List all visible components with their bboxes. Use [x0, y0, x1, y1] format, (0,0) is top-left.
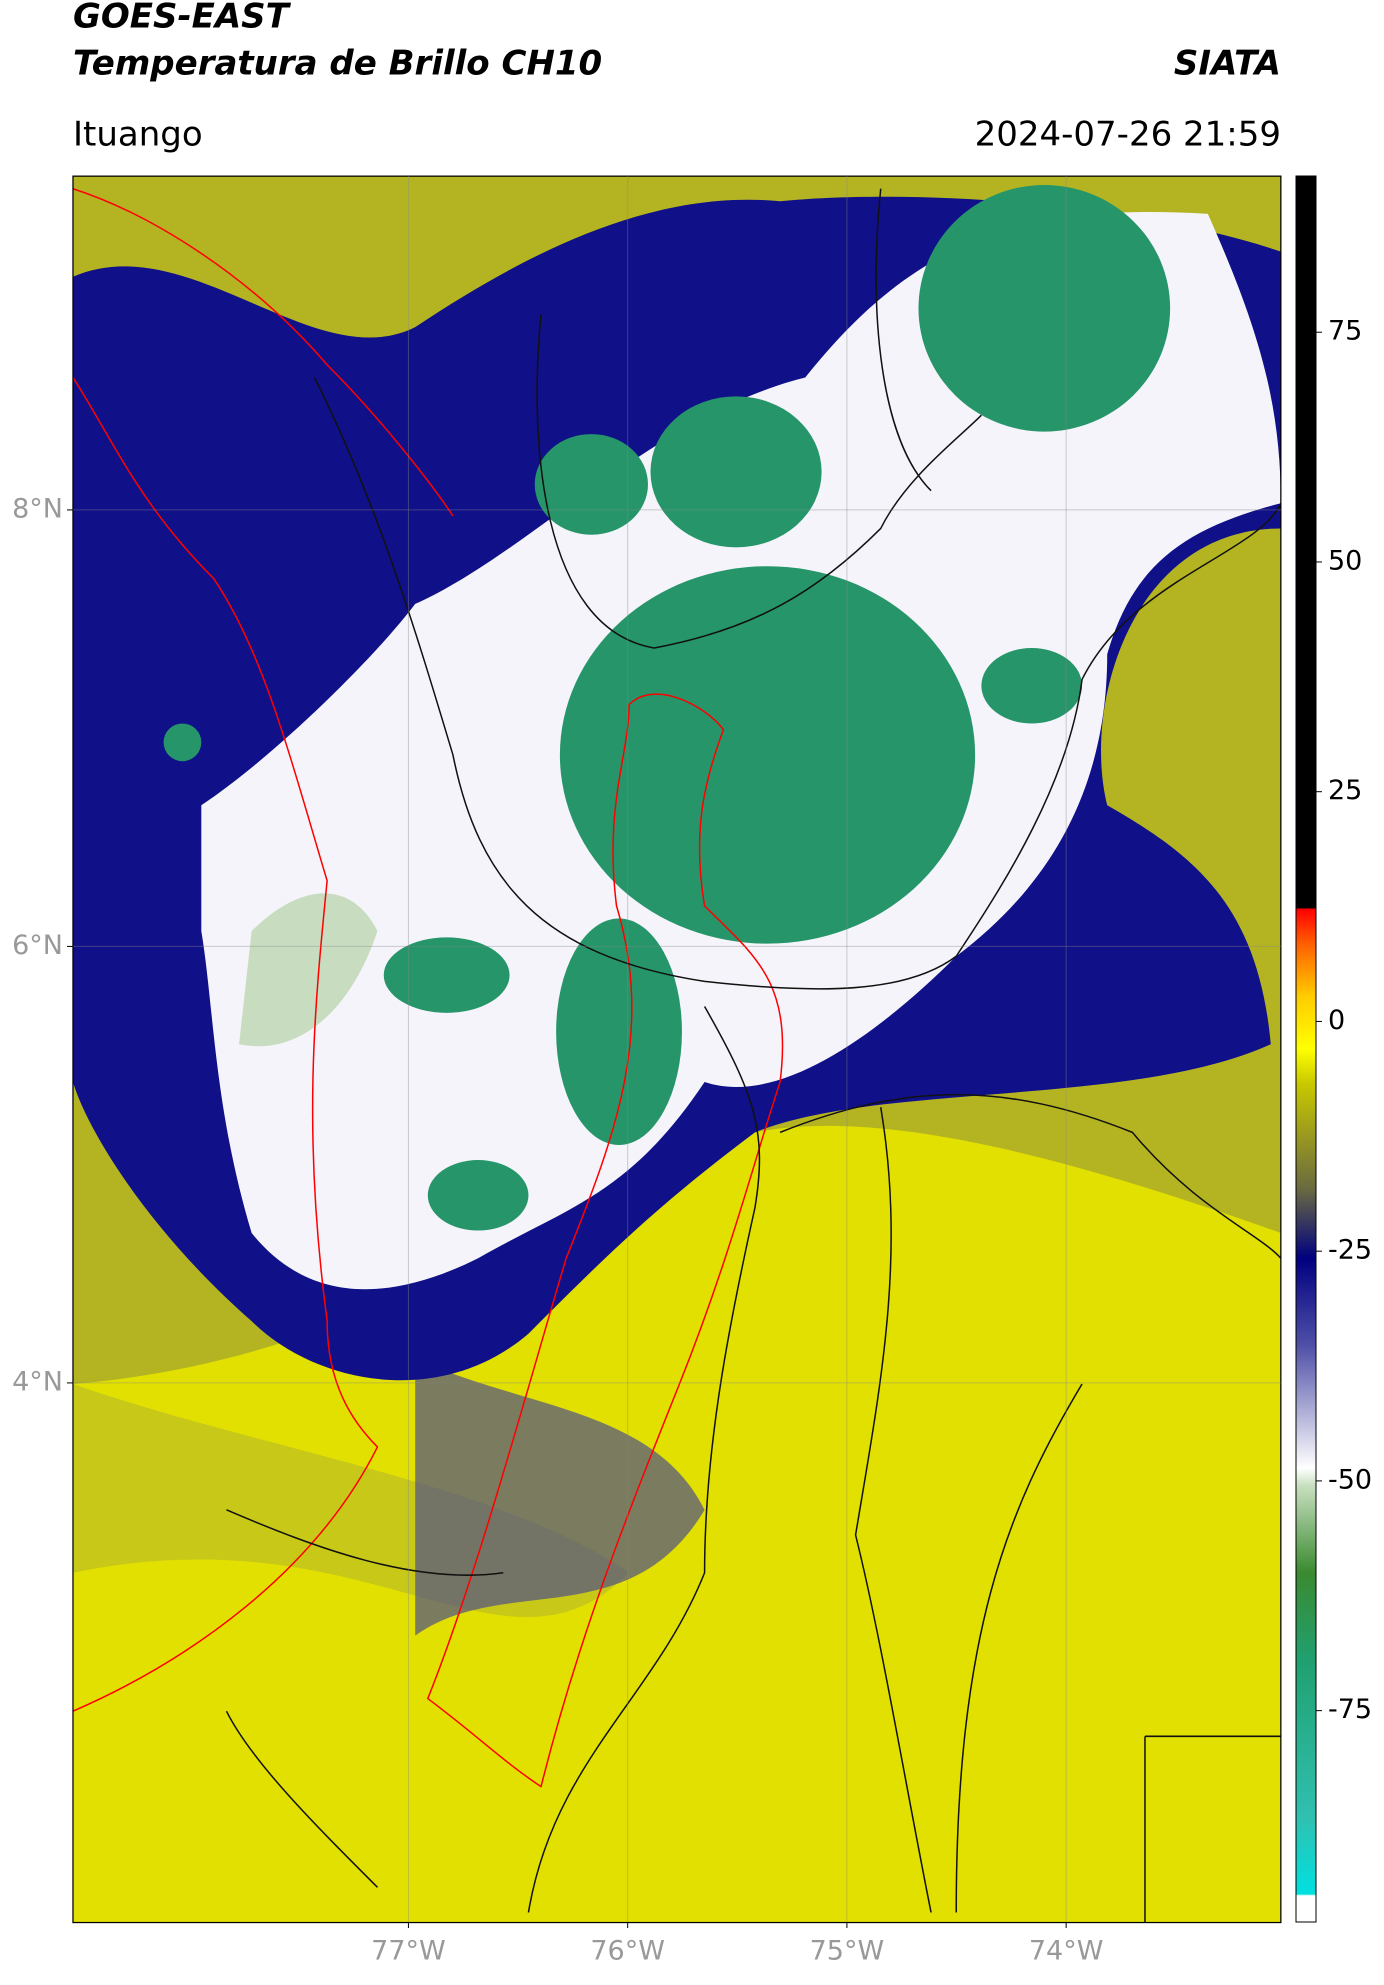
x-tick-label: 74°W — [1029, 1936, 1104, 1967]
satellite-image — [72, 176, 1281, 1923]
y-tick-label: 8°N — [12, 493, 63, 524]
colorbar-tick-label: -25 — [1328, 1235, 1372, 1266]
map — [72, 175, 1282, 1924]
colorbar-tick-label: 25 — [1328, 775, 1362, 806]
x-tick-label: 77°W — [371, 1936, 446, 1967]
colorbar-tick-label: 75 — [1328, 316, 1362, 347]
brand: SIATA — [1174, 44, 1281, 84]
y-tick-label: 4°N — [12, 1366, 63, 1397]
x-tick-label: 76°W — [590, 1936, 665, 1967]
title: GOES-EAST — [73, 0, 292, 37]
datetime: 2024-07-26 21:59 — [975, 115, 1281, 155]
region: Ituango — [73, 115, 203, 155]
colorbar-tick-label: -75 — [1328, 1694, 1372, 1725]
colorbar-tick-label: -50 — [1328, 1464, 1372, 1495]
x-tick-label: 75°W — [810, 1936, 885, 1967]
colorbar-tick-label: 0 — [1328, 1005, 1345, 1036]
subtitle: Temperatura de Brillo CH10 — [73, 44, 602, 84]
colorbar-tick-label: 50 — [1328, 545, 1362, 576]
y-tick-label: 6°N — [12, 930, 63, 961]
colorbar — [1295, 175, 1317, 1923]
